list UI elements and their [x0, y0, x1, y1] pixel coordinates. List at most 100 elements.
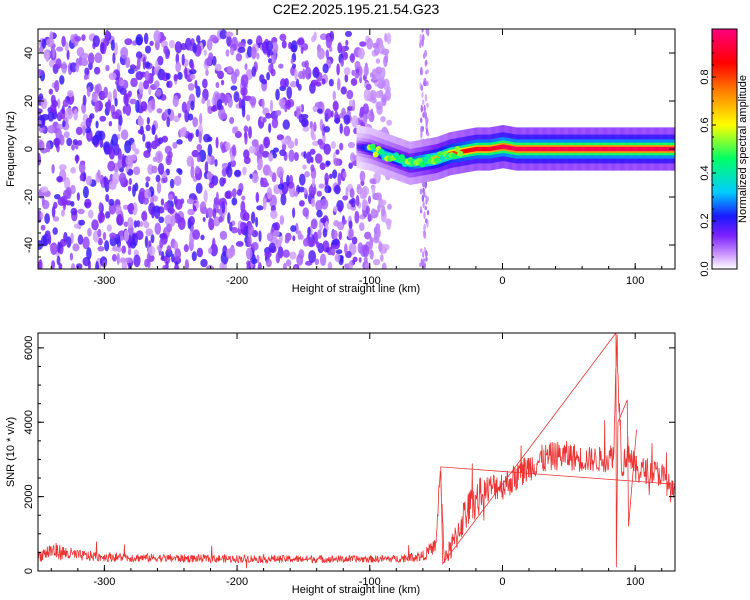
spectrogram-noise-blob [422, 187, 425, 193]
spectrogram-ridge-segment [403, 158, 405, 164]
spectrogram-noise-blob [179, 127, 187, 137]
spectrogram-noise-blob [214, 93, 222, 100]
spectrogram-noise-blob [208, 181, 215, 189]
spectrogram-noise-blob [196, 154, 201, 163]
spectrogram-ridge-segment [622, 146, 625, 152]
spectrogram-noise-blob [332, 100, 339, 112]
spectrogram-ridge-segment [583, 146, 585, 152]
spectrogram-noise-blob [192, 42, 197, 54]
spectrogram-noise-blob [191, 251, 197, 262]
spectrogram-ridge-segment [501, 144, 504, 149]
spectrogram-noise-blob [280, 193, 287, 206]
spectrogram-y-tick-label: 0 [23, 146, 35, 152]
spectrogram-noise-blob [53, 137, 61, 147]
spectrogram-noise-blob [375, 192, 382, 201]
spectrogram-ridge-segment [591, 146, 593, 152]
spectrogram-noise-blob [230, 227, 239, 234]
spectrogram-noise-blob [150, 234, 155, 244]
spectrogram-noise-blob [154, 222, 161, 235]
spectrogram-ridge-segment [386, 152, 388, 158]
spectrogram-noise-blob [380, 205, 386, 217]
spectrogram-ridge-segment [593, 146, 595, 152]
spectrogram-noise-blob [157, 55, 164, 66]
spectrogram-noise-blob [368, 238, 373, 250]
spectrogram-noise-blob [105, 211, 111, 219]
spectrogram-ridge-segment [563, 146, 565, 152]
spectrogram-ridge-segment [514, 146, 516, 151]
spectrogram-noise-blob [294, 69, 298, 81]
spectrogram-noise-blob [425, 250, 428, 258]
spectrogram-noise-blob [155, 150, 164, 164]
snr-y-label: SNR (10 * v/v) [5, 417, 17, 487]
spectrogram-noise-blob [190, 165, 195, 179]
spectrogram-ridge-segment [550, 146, 552, 152]
spectrogram-ridge-segment [579, 146, 581, 152]
spectrogram-noise-blob [97, 228, 102, 238]
spectrogram-noise-blob [289, 251, 297, 260]
spectrogram-noise-blob [59, 75, 65, 85]
spectrogram-noise-blob [231, 144, 237, 157]
spectrogram-noise-blob [229, 159, 237, 168]
spectrogram-noise-blob [292, 235, 296, 242]
spectrogram-noise-blob [86, 86, 91, 98]
spectrogram-noise-blob [314, 258, 320, 266]
spectrogram-noise-blob [136, 56, 141, 70]
spectrogram-noise-blob [162, 264, 168, 269]
spectrogram-noise-blob [331, 239, 340, 246]
spectrogram-ridge-segment [516, 146, 519, 152]
spectrogram-noise-blob [56, 255, 61, 266]
spectrogram-noise-blob [187, 208, 193, 215]
spectrogram-ridge-segment [503, 144, 505, 149]
spectrogram-noise-blob [328, 173, 333, 179]
spectrogram-noise-blob [99, 41, 105, 54]
spectrogram-noise-blob [308, 184, 317, 196]
spectrogram-noise-blob [225, 166, 230, 175]
spectrogram-noise-blob [95, 120, 99, 129]
spectrogram-noise-blob [80, 58, 89, 67]
spectrogram-ridge-segment [575, 146, 577, 152]
spectrogram-noise-blob [40, 186, 49, 193]
spectrogram-ridge-segment [642, 146, 644, 152]
spectrogram-noise-blob [270, 68, 276, 77]
spectrogram-noise-blob [288, 149, 295, 163]
spectrogram-noise-blob [419, 68, 423, 76]
spectrogram-noise-blob [364, 231, 372, 240]
spectrogram-noise-blob [302, 68, 306, 80]
spectrogram-noise-blob [301, 118, 308, 128]
spectrogram-noise-blob [202, 216, 206, 223]
spectrogram-ridge-segment [586, 146, 589, 152]
spectrogram-noise-blob [166, 116, 171, 128]
spectrogram-noise-blob [333, 157, 341, 167]
spectrogram-noise-blob [160, 198, 165, 206]
spectrogram-noise-blob [266, 187, 273, 200]
spectrogram-noise-blob [386, 32, 392, 45]
spectrogram-ridge-segment [597, 146, 599, 152]
spectrogram-noise-blob [173, 73, 178, 82]
spectrogram-noise-blob [144, 45, 152, 54]
spectrogram-ridge-segment [581, 146, 583, 152]
spectrogram-noise-blob [130, 77, 138, 88]
spectrogram-noise-blob [208, 247, 213, 255]
spectrogram-noise-blob [337, 42, 343, 54]
spectrogram-noise-blob [82, 236, 90, 250]
spectrogram-noise-blob [426, 80, 429, 86]
spectrogram-noise-blob [423, 80, 426, 87]
spectrogram-noise-blob [313, 31, 317, 41]
spectrogram-ridge-segment [621, 146, 624, 152]
spectrogram-noise-blob [83, 74, 89, 81]
spectrogram-ridge-segment [576, 146, 578, 152]
spectrogram-noise-blob [350, 78, 358, 86]
spectrogram-noise-blob [281, 138, 289, 145]
spectrogram-noise-blob [419, 117, 423, 124]
spectrogram-noise-blob [358, 222, 365, 231]
spectrogram-noise-blob [178, 168, 183, 176]
spectrogram-noise-blob [383, 55, 388, 68]
spectrogram-ridge-segment [551, 146, 554, 152]
spectrogram-noise-blob [226, 65, 233, 74]
spectrogram-noise-blob [231, 197, 238, 206]
spectrogram-noise-blob [144, 235, 149, 248]
spectrogram-noise-blob [282, 119, 290, 130]
spectrogram-noise-blob [173, 265, 180, 269]
colorbar-tick-label: 0.0 [699, 261, 711, 276]
spectrogram-noise-blob [187, 83, 195, 91]
